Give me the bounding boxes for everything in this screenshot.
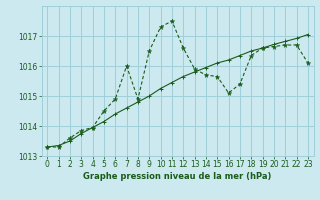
X-axis label: Graphe pression niveau de la mer (hPa): Graphe pression niveau de la mer (hPa) xyxy=(84,172,272,181)
